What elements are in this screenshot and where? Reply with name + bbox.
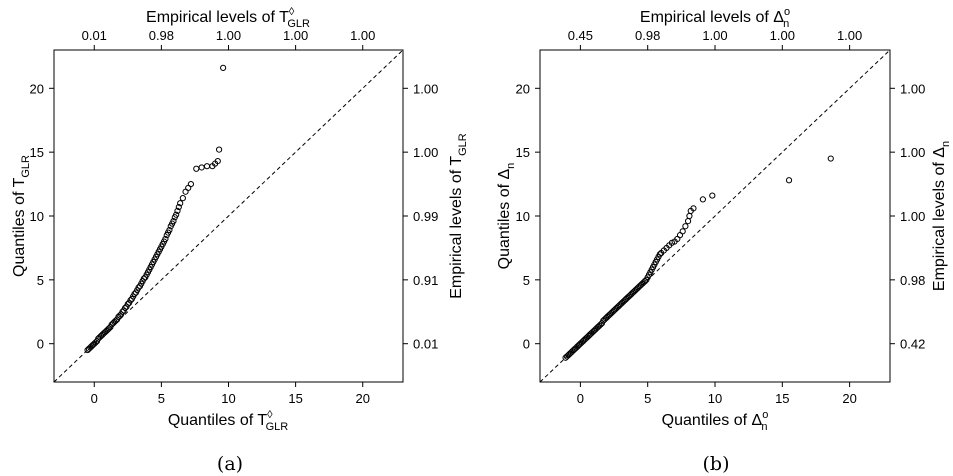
- data-point-a: [216, 146, 223, 153]
- right-tick-label-b: 1.00: [900, 81, 925, 96]
- data-point-b: [690, 205, 697, 212]
- data-point-b: [686, 212, 693, 220]
- right-tick-label-b: 1.00: [900, 209, 925, 224]
- data-point-b: [679, 228, 686, 235]
- x-tick-label-a: 5: [158, 391, 165, 406]
- data-points-b: [562, 155, 834, 361]
- y-axis-label-a: Quantiles of TGLR: [11, 155, 32, 277]
- y-tick-label-a: 5: [37, 273, 44, 288]
- top-tick-label-a: 1.00: [216, 28, 241, 43]
- y-tick-label-a: 15: [30, 145, 44, 160]
- y-tick-label-a: 0: [37, 337, 44, 352]
- right-tick-label-a: 1.00: [413, 81, 438, 96]
- top-tick-label-a: 1.00: [283, 28, 308, 43]
- top-tick-label-a: 0.98: [149, 28, 174, 43]
- right-tick-label-b: 1.00: [900, 145, 925, 160]
- y-tick-label-b: 15: [516, 145, 530, 160]
- x-tick-label-b: 20: [842, 391, 856, 406]
- right-tick-label-b: 0.98: [900, 273, 925, 288]
- data-point-a: [162, 235, 169, 243]
- top-tick-label-a: 1.00: [350, 28, 375, 43]
- reference-line-b: [539, 49, 891, 383]
- axis-ticks-a: 0 0.01 5 0.98 10 1.00 15 1.00 20 1.00 0 0.01 5 0.91 10…: [30, 28, 439, 406]
- data-points-a: [84, 64, 227, 354]
- data-point-a: [203, 163, 211, 170]
- data-point-b: [699, 196, 706, 203]
- data-point-b: [656, 251, 663, 258]
- right-axis-label-b: Empirical levels of Δn: [931, 141, 952, 291]
- x-axis-label-a: Quantiles of T◊ GLR: [168, 409, 288, 433]
- data-point-a: [174, 207, 181, 214]
- data-point-b: [682, 223, 689, 230]
- right-tick-label-a: 0.01: [413, 337, 438, 352]
- chart-panel-b: 0 0.45 5 0.98 10 1.00 15 1.00 20 1.00 0 0.42 5 0.98 10…: [496, 6, 952, 475]
- x-tick-label-a: 20: [355, 391, 369, 406]
- x-tick-label-b: 0: [577, 391, 584, 406]
- data-point-b: [709, 192, 716, 199]
- data-point-a: [193, 165, 200, 172]
- top-tick-label-b: 1.00: [770, 28, 795, 43]
- right-tick-label-b: 0.42: [900, 337, 925, 352]
- x-tick-label-b: 15: [775, 391, 789, 406]
- data-point-a: [179, 195, 186, 202]
- x-tick-label-a: 15: [288, 391, 302, 406]
- data-point-b: [785, 177, 793, 184]
- x-tick-label-b: 10: [708, 391, 722, 406]
- data-point-a: [177, 200, 184, 207]
- x-axis-label-b: Quantiles of Δo n: [662, 409, 769, 433]
- data-point-a: [170, 218, 177, 225]
- axis-ticks-b: 0 0.45 5 0.98 10 1.00 15 1.00 20 1.00 0 0.42 5 0.98 10…: [516, 28, 926, 406]
- data-point-a: [214, 157, 221, 165]
- right-tick-label-a: 1.00: [413, 145, 438, 160]
- data-point-a: [166, 226, 173, 234]
- top-tick-label-b: 1.00: [837, 28, 862, 43]
- top-tick-label-b: 0.45: [568, 28, 593, 43]
- x-tick-label-a: 10: [221, 391, 235, 406]
- top-axis-label-a: Empirical levels of T◊ GLR: [146, 6, 310, 30]
- panel-caption-b: (b): [703, 453, 730, 475]
- data-point-a: [187, 180, 195, 188]
- y-tick-label-b: 0: [523, 337, 530, 352]
- right-tick-label-a: 0.99: [413, 209, 438, 224]
- data-point-a: [220, 64, 227, 71]
- data-point-a: [198, 164, 205, 171]
- chart-panel-a: 0 0.01 5 0.98 10 1.00 15 1.00 20 1.00 0 0.01 5 0.91 10…: [11, 6, 469, 475]
- panel-caption-a: (a): [217, 453, 243, 475]
- y-tick-label-b: 20: [516, 81, 530, 96]
- top-tick-label-a: 0.01: [82, 28, 107, 43]
- data-point-b: [827, 155, 834, 162]
- data-point-b: [684, 218, 692, 225]
- y-axis-label-b: Quantiles of Δn: [496, 163, 517, 270]
- top-tick-label-b: 0.98: [635, 28, 660, 43]
- y-tick-label-a: 20: [30, 81, 44, 96]
- y-tick-label-a: 10: [30, 209, 44, 224]
- y-tick-label-b: 5: [523, 273, 530, 288]
- right-axis-label-a: Empirical levels of TGLR: [448, 133, 469, 299]
- x-tick-label-a: 0: [91, 391, 98, 406]
- x-tick-label-b: 5: [644, 391, 651, 406]
- data-point-a: [175, 203, 182, 211]
- top-tick-label-b: 1.00: [702, 28, 727, 43]
- data-point-a: [173, 211, 180, 218]
- right-tick-label-a: 0.91: [413, 273, 438, 288]
- top-axis-label-b: Empirical levels of Δo n: [640, 6, 790, 30]
- y-tick-label-b: 10: [516, 209, 530, 224]
